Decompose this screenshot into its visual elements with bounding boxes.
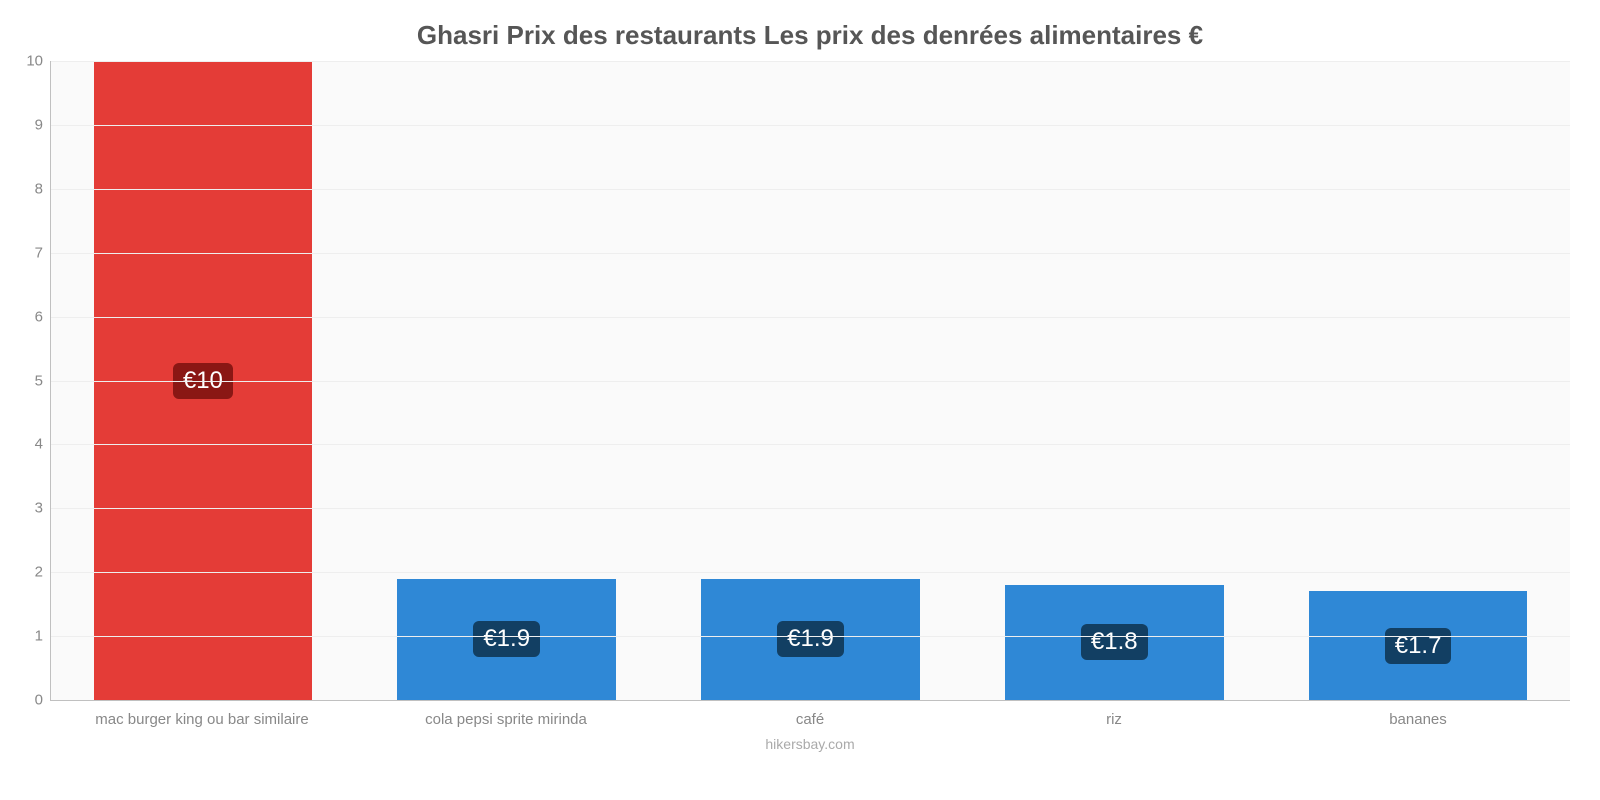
gridline [51,444,1570,445]
value-label: €1.9 [777,621,844,657]
y-tick-label: 5 [11,372,43,389]
y-tick-label: 7 [11,244,43,261]
gridline [51,61,1570,62]
bar: €1.9 [397,579,616,700]
bar: €1.8 [1005,585,1224,700]
y-tick-label: 4 [11,436,43,453]
chart-title: Ghasri Prix des restaurants Les prix des… [50,20,1570,51]
value-label: €1.7 [1385,628,1452,664]
y-tick-label: 8 [11,180,43,197]
gridline [51,508,1570,509]
x-axis-labels: mac burger king ou bar similairecola pep… [50,701,1570,728]
credit-text: hikersbay.com [50,736,1570,752]
y-tick-label: 3 [11,500,43,517]
bar: €1.7 [1309,591,1528,700]
gridline [51,317,1570,318]
y-tick-label: 9 [11,116,43,133]
chart-container: Ghasri Prix des restaurants Les prix des… [0,0,1600,800]
x-tick-label: mac burger king ou bar similaire [50,701,354,728]
gridline [51,125,1570,126]
y-tick-label: 10 [11,53,43,70]
x-tick-label: café [658,701,962,728]
y-tick-label: 1 [11,628,43,645]
y-tick-label: 6 [11,308,43,325]
gridline [51,381,1570,382]
x-tick-label: cola pepsi sprite mirinda [354,701,658,728]
value-label: €1.9 [473,621,540,657]
y-tick-label: 2 [11,564,43,581]
plot-area: €10€1.9€1.9€1.8€1.7 012345678910 [50,61,1570,701]
y-tick-label: 0 [11,692,43,709]
bar: €1.9 [701,579,920,700]
gridline [51,189,1570,190]
gridline [51,572,1570,573]
x-tick-label: bananes [1266,701,1570,728]
x-tick-label: riz [962,701,1266,728]
value-label: €1.8 [1081,624,1148,660]
gridline [51,253,1570,254]
gridline [51,636,1570,637]
